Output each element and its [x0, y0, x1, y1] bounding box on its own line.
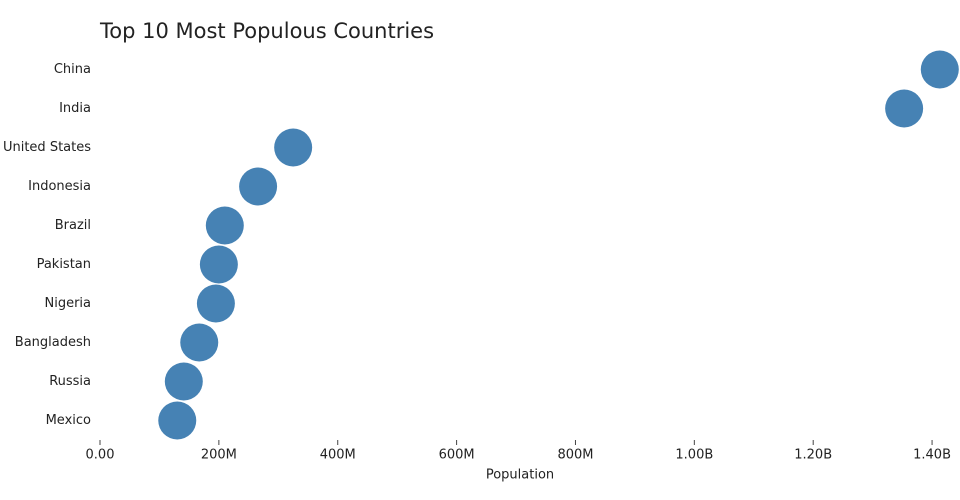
y-tick-label: Brazil	[55, 218, 91, 233]
y-tick-label: United States	[3, 140, 91, 155]
y-tick-label: Nigeria	[44, 296, 91, 311]
dot	[158, 401, 197, 440]
y-tick-label: Indonesia	[28, 179, 91, 194]
y-tick-label: Russia	[49, 374, 91, 389]
y-tick-label: India	[59, 101, 91, 116]
y-tick-label: Mexico	[46, 413, 91, 428]
y-tick-label: Pakistan	[37, 257, 91, 272]
dot	[164, 362, 203, 401]
x-tick-label: 1.20B	[794, 448, 832, 463]
x-tick-label: 1.00B	[675, 448, 713, 463]
x-tick-label: 0.00	[86, 448, 115, 463]
dot	[239, 167, 278, 206]
y-tick-label: Bangladesh	[15, 335, 91, 350]
x-axis-title: Population	[486, 468, 554, 483]
dot	[205, 206, 244, 245]
dot	[180, 323, 219, 362]
x-tick-label: 400M	[320, 448, 356, 463]
chart-title: Top 10 Most Populous Countries	[99, 19, 434, 43]
x-tick-label: 800M	[557, 448, 593, 463]
x-tick-label: 1.40B	[913, 448, 951, 463]
x-tick-label: 600M	[439, 448, 475, 463]
dot	[196, 284, 235, 323]
x-tick-label: 200M	[201, 448, 237, 463]
y-tick-label: China	[54, 62, 91, 77]
dot	[274, 128, 313, 167]
dot	[885, 89, 924, 128]
dot	[199, 245, 238, 284]
dot	[920, 50, 959, 89]
